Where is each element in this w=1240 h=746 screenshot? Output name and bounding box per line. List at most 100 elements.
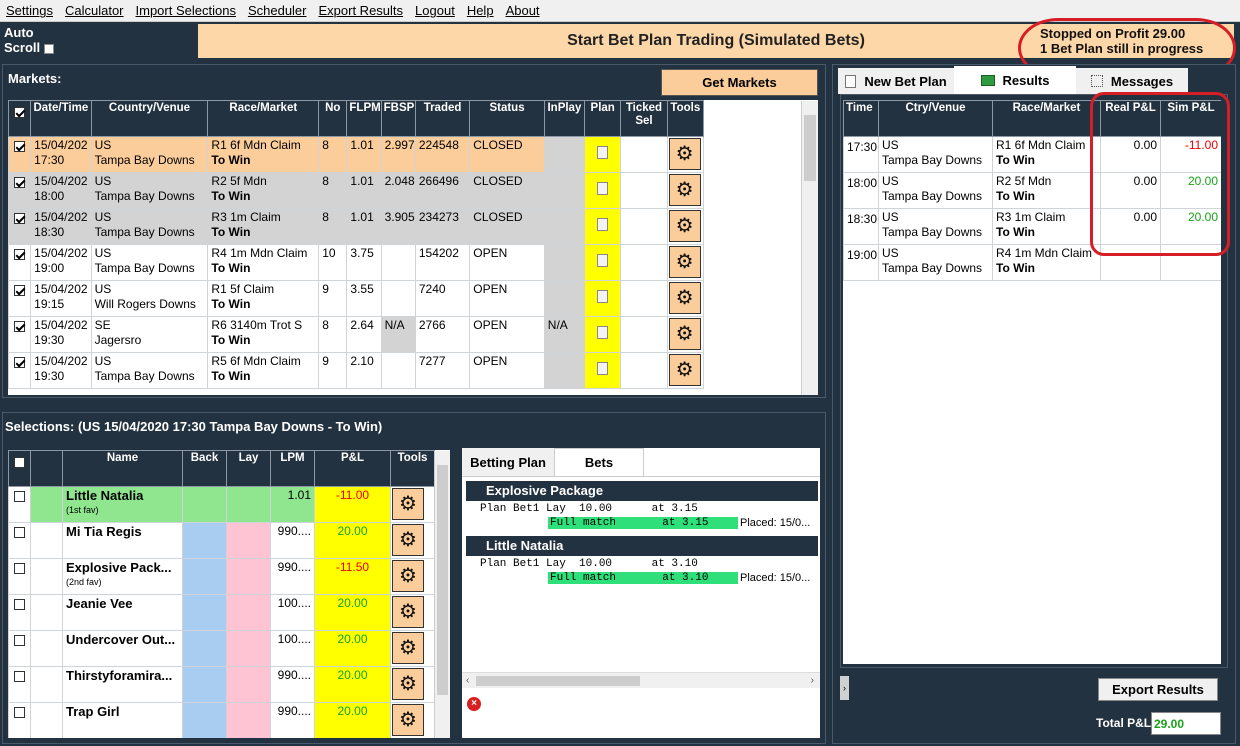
markets-header[interactable]: Status: [469, 100, 545, 137]
gear-icon[interactable]: ⚙: [668, 174, 701, 206]
selections-scroll-thumb[interactable]: [437, 465, 448, 695]
selection-tools[interactable]: ⚙: [390, 522, 435, 559]
selection-row[interactable]: Trap Girl 990.... 20.00 ⚙: [8, 702, 435, 738]
selections-header[interactable]: LPM: [270, 450, 315, 487]
markets-scrollbar[interactable]: [801, 101, 818, 395]
markets-header[interactable]: No: [318, 100, 348, 137]
market-row-checkbox[interactable]: [8, 244, 32, 281]
selection-tools[interactable]: ⚙: [390, 630, 435, 667]
market-tools[interactable]: ⚙: [666, 208, 705, 245]
selection-lay[interactable]: [226, 630, 271, 667]
selection-back[interactable]: [182, 702, 227, 738]
gear-icon[interactable]: ⚙: [392, 668, 424, 700]
selection-lay[interactable]: [226, 558, 271, 595]
results-header[interactable]: Time: [843, 100, 879, 137]
gear-icon[interactable]: ⚙: [668, 138, 701, 170]
markets-header[interactable]: Race/Market: [207, 100, 320, 137]
menu-help[interactable]: Help: [466, 3, 494, 18]
selection-tools[interactable]: ⚙: [390, 702, 435, 738]
selection-tools[interactable]: ⚙: [390, 666, 435, 703]
selection-checkbox[interactable]: [8, 702, 31, 738]
markets-header[interactable]: Country/Venue: [90, 100, 209, 137]
selection-back[interactable]: [182, 486, 227, 523]
market-tools[interactable]: ⚙: [666, 352, 705, 389]
selections-header[interactable]: Name: [62, 450, 183, 487]
markets-header[interactable]: FLPM: [346, 100, 382, 137]
selection-checkbox[interactable]: [8, 594, 31, 631]
menu-settings[interactable]: Settings: [6, 3, 53, 18]
trading-banner[interactable]: Start Bet Plan Trading (Simulated Bets): [198, 24, 1234, 58]
selection-checkbox[interactable]: [8, 630, 31, 667]
selection-row[interactable]: Explosive Pack... (2nd fav) 990.... -11.5…: [8, 558, 435, 595]
results-header[interactable]: Real P&L: [1100, 100, 1161, 137]
results-header[interactable]: Sim P&L: [1160, 100, 1221, 137]
selection-lay[interactable]: [226, 666, 271, 703]
gear-icon[interactable]: ⚙: [668, 282, 701, 314]
selection-checkbox[interactable]: [8, 486, 31, 523]
selection-lay[interactable]: [226, 702, 271, 738]
selections-header-select-all[interactable]: [8, 450, 31, 487]
markets-header[interactable]: InPlay: [543, 100, 586, 137]
markets-header[interactable]: Plan: [584, 100, 622, 137]
gear-icon[interactable]: ⚙: [668, 246, 701, 278]
market-plan[interactable]: [584, 352, 622, 389]
results-header[interactable]: Ctry/Venue: [878, 100, 993, 137]
menu-logout[interactable]: Logout: [415, 3, 455, 18]
selection-back[interactable]: [182, 522, 227, 559]
selection-row[interactable]: Mi Tia Regis 990.... 20.00 ⚙: [8, 522, 435, 559]
selection-back[interactable]: [182, 594, 227, 631]
selection-row[interactable]: Thirstyforamira... 990.... 20.00 ⚙: [8, 666, 435, 703]
market-row-checkbox[interactable]: [8, 352, 32, 389]
gear-icon[interactable]: ⚙: [392, 596, 424, 628]
markets-header[interactable]: Traded: [414, 100, 471, 137]
selection-checkbox[interactable]: [8, 666, 31, 703]
menu-calculator[interactable]: Calculator: [64, 3, 124, 18]
market-row[interactable]: 15/04/202 19:00 US Tampa Bay Downs R4 1m M…: [8, 244, 705, 281]
delete-bet-icon[interactable]: ×: [467, 697, 481, 711]
market-row[interactable]: 15/04/202 19:30 SE Jagersro R6 3140m Trot …: [8, 316, 705, 353]
selections-header[interactable]: P&L: [314, 450, 391, 487]
market-plan[interactable]: [584, 244, 622, 281]
tab-bets[interactable]: Bets: [554, 448, 644, 476]
tab-betting-plan[interactable]: Betting Plan: [462, 448, 554, 476]
results-collapse-handle[interactable]: ›: [840, 676, 849, 700]
gear-icon[interactable]: ⚙: [668, 210, 701, 242]
selection-tools[interactable]: ⚙: [390, 594, 435, 631]
selection-row[interactable]: Little Natalia (1st fav) 1.01 -11.00 ⚙: [8, 486, 435, 523]
market-row[interactable]: 15/04/202 18:30 US Tampa Bay Downs R3 1m C…: [8, 208, 705, 245]
menu-about[interactable]: About: [505, 3, 540, 18]
selection-tools[interactable]: ⚙: [390, 558, 435, 595]
result-row[interactable]: 19:00 US Tampa Bay Downs R4 1m Mdn Claim T…: [843, 244, 1221, 281]
autoscroll-checkbox[interactable]: [44, 43, 55, 54]
selection-back[interactable]: [182, 558, 227, 595]
selections-header[interactable]: Back: [182, 450, 227, 487]
selection-back[interactable]: [182, 630, 227, 667]
market-row[interactable]: 15/04/202 19:15 US Will Rogers Downs R1 5f…: [8, 280, 705, 317]
selection-row[interactable]: Jeanie Vee 100.... 20.00 ⚙: [8, 594, 435, 631]
market-row-checkbox[interactable]: [8, 136, 32, 173]
market-plan[interactable]: [584, 136, 622, 173]
result-row[interactable]: 17:30 US Tampa Bay Downs R1 6f Mdn Claim T…: [843, 136, 1221, 173]
market-row-checkbox[interactable]: [8, 208, 32, 245]
market-row[interactable]: 15/04/202 17:30 US Tampa Bay Downs R1 6f M…: [8, 136, 705, 173]
markets-scroll-thumb[interactable]: [804, 115, 816, 181]
gear-icon[interactable]: ⚙: [392, 560, 424, 592]
tab-messages[interactable]: Messages: [1076, 68, 1188, 94]
market-tools[interactable]: ⚙: [666, 136, 705, 173]
selection-checkbox[interactable]: [8, 522, 31, 559]
result-row[interactable]: 18:30 US Tampa Bay Downs R3 1m Claim To Wi…: [843, 208, 1221, 245]
selection-lay[interactable]: [226, 486, 271, 523]
selection-back[interactable]: [182, 666, 227, 703]
selection-lay[interactable]: [226, 594, 271, 631]
gear-icon[interactable]: ⚙: [392, 632, 424, 664]
gear-icon[interactable]: ⚙: [392, 524, 424, 556]
selection-tools[interactable]: ⚙: [390, 486, 435, 523]
selection-checkbox[interactable]: [8, 558, 31, 595]
gear-icon[interactable]: ⚙: [668, 318, 701, 350]
gear-icon[interactable]: ⚙: [668, 354, 701, 386]
selections-header[interactable]: Tools: [390, 450, 435, 487]
markets-header[interactable]: Ticked Sel: [620, 100, 668, 137]
markets-header-select-all[interactable]: [8, 100, 32, 137]
markets-header[interactable]: Date/Time: [30, 100, 92, 137]
selections-scrollbar[interactable]: [434, 451, 450, 738]
